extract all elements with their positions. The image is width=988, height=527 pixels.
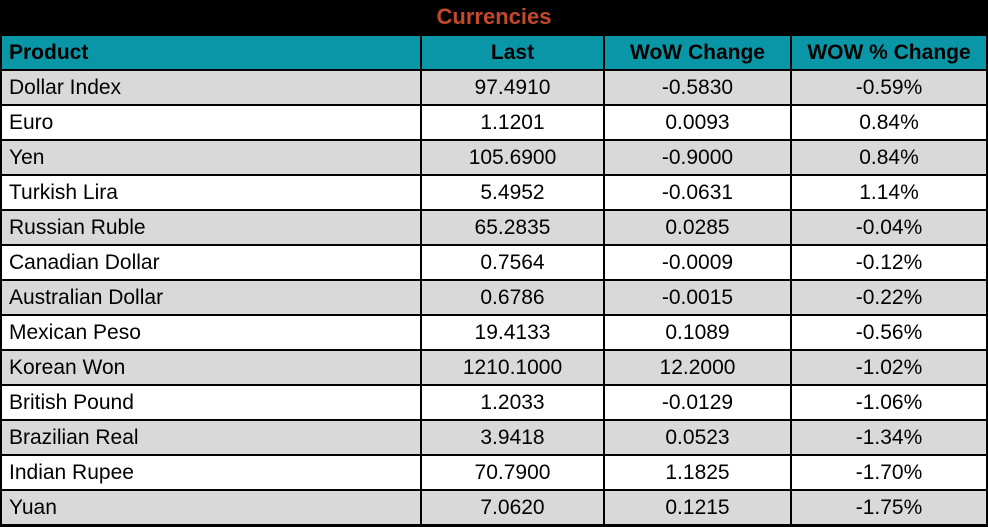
- wow-pct-change-cell: -1.06%: [792, 386, 986, 419]
- wow-change-cell: 0.1215: [605, 491, 790, 524]
- last-cell: 105.6900: [422, 141, 603, 174]
- wow-pct-change-cell: -0.59%: [792, 71, 986, 104]
- table-title: Currencies: [2, 0, 986, 34]
- wow-pct-change-cell: -1.02%: [792, 351, 986, 384]
- table-row: Indian Rupee 70.7900 1.1825 -1.70%: [2, 456, 986, 489]
- product-cell: Brazilian Real: [2, 421, 420, 454]
- wow-pct-change-cell: -0.12%: [792, 246, 986, 279]
- table-row: Euro 1.1201 0.0093 0.84%: [2, 106, 986, 139]
- last-cell: 65.2835: [422, 211, 603, 244]
- wow-change-cell: 0.0523: [605, 421, 790, 454]
- last-cell: 1.1201: [422, 106, 603, 139]
- table-row: Brazilian Real 3.9418 0.0523 -1.34%: [2, 421, 986, 454]
- last-cell: 5.4952: [422, 176, 603, 209]
- product-cell: Yuan: [2, 491, 420, 524]
- product-cell: Australian Dollar: [2, 281, 420, 314]
- last-cell: 3.9418: [422, 421, 603, 454]
- wow-change-cell: 0.0093: [605, 106, 790, 139]
- last-cell: 0.7564: [422, 246, 603, 279]
- wow-pct-change-cell: 0.84%: [792, 141, 986, 174]
- wow-pct-change-cell: 1.14%: [792, 176, 986, 209]
- last-cell: 1.2033: [422, 386, 603, 419]
- last-cell: 19.4133: [422, 316, 603, 349]
- column-header-last: Last: [422, 36, 603, 69]
- product-cell: Mexican Peso: [2, 316, 420, 349]
- wow-change-cell: -0.5830: [605, 71, 790, 104]
- wow-change-cell: 0.1089: [605, 316, 790, 349]
- column-header-wow-pct-change: WOW % Change: [792, 36, 986, 69]
- last-cell: 70.7900: [422, 456, 603, 489]
- product-cell: Indian Rupee: [2, 456, 420, 489]
- product-cell: Yen: [2, 141, 420, 174]
- wow-change-cell: -0.9000: [605, 141, 790, 174]
- product-cell: Korean Won: [2, 351, 420, 384]
- wow-pct-change-cell: 0.84%: [792, 106, 986, 139]
- product-cell: Dollar Index: [2, 71, 420, 104]
- wow-change-cell: 1.1825: [605, 456, 790, 489]
- column-header-product: Product: [2, 36, 420, 69]
- wow-change-cell: -0.0631: [605, 176, 790, 209]
- wow-pct-change-cell: -0.22%: [792, 281, 986, 314]
- table-row: Russian Ruble 65.2835 0.0285 -0.04%: [2, 211, 986, 244]
- wow-change-cell: -0.0009: [605, 246, 790, 279]
- wow-pct-change-cell: -1.34%: [792, 421, 986, 454]
- wow-pct-change-cell: -0.04%: [792, 211, 986, 244]
- table-row: Korean Won 1210.1000 12.2000 -1.02%: [2, 351, 986, 384]
- last-cell: 0.6786: [422, 281, 603, 314]
- product-cell: British Pound: [2, 386, 420, 419]
- wow-pct-change-cell: -1.70%: [792, 456, 986, 489]
- table-row: Dollar Index 97.4910 -0.5830 -0.59%: [2, 71, 986, 104]
- wow-change-cell: 12.2000: [605, 351, 790, 384]
- table-row: British Pound 1.2033 -0.0129 -1.06%: [2, 386, 986, 419]
- wow-change-cell: -0.0015: [605, 281, 790, 314]
- wow-change-cell: 0.0285: [605, 211, 790, 244]
- table-row: Yen 105.6900 -0.9000 0.84%: [2, 141, 986, 174]
- wow-pct-change-cell: -0.56%: [792, 316, 986, 349]
- last-cell: 1210.1000: [422, 351, 603, 384]
- table-header-row: Product Last WoW Change WOW % Change: [2, 36, 986, 69]
- last-cell: 97.4910: [422, 71, 603, 104]
- last-cell: 7.0620: [422, 491, 603, 524]
- table-row: Mexican Peso 19.4133 0.1089 -0.56%: [2, 316, 986, 349]
- product-cell: Russian Ruble: [2, 211, 420, 244]
- column-header-wow-change: WoW Change: [605, 36, 790, 69]
- table-row: Yuan 7.0620 0.1215 -1.75%: [2, 491, 986, 524]
- product-cell: Euro: [2, 106, 420, 139]
- wow-change-cell: -0.0129: [605, 386, 790, 419]
- product-cell: Canadian Dollar: [2, 246, 420, 279]
- wow-pct-change-cell: -1.75%: [792, 491, 986, 524]
- table-row: Turkish Lira 5.4952 -0.0631 1.14%: [2, 176, 986, 209]
- table-row: Australian Dollar 0.6786 -0.0015 -0.22%: [2, 281, 986, 314]
- table-row: Canadian Dollar 0.7564 -0.0009 -0.12%: [2, 246, 986, 279]
- product-cell: Turkish Lira: [2, 176, 420, 209]
